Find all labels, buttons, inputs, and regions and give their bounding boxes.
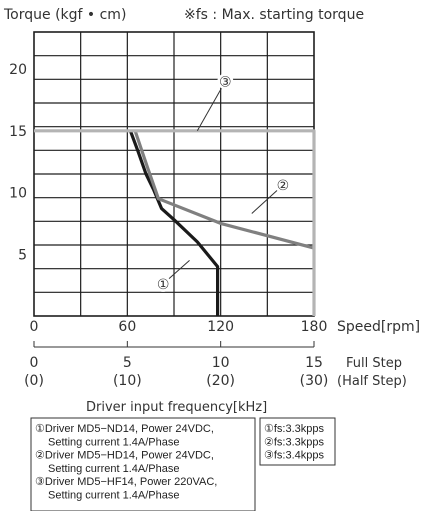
half-step-label: (Half Step) xyxy=(337,374,407,389)
series-line-2 xyxy=(133,130,315,250)
full-step-tick-label: 15 xyxy=(305,355,323,371)
callout-label-1: ① xyxy=(157,277,170,293)
x-tick-label: 0 xyxy=(30,319,39,335)
callout-label-3: ③ xyxy=(219,74,232,90)
series-group xyxy=(34,129,316,316)
full-step-tick-label: 10 xyxy=(212,355,230,371)
driver-legend: ①Driver MD5−ND14, Power 24VDC,Setting cu… xyxy=(35,423,217,502)
half-step-tick-label: (10) xyxy=(113,373,142,389)
callout-leader-3 xyxy=(196,81,226,132)
full-step-label: Full Step xyxy=(346,356,402,371)
fs-legend-line: ③fs:3.4kpps xyxy=(264,450,325,462)
fs-note: ※fs : Max. starting torque xyxy=(184,7,364,23)
plot-grid xyxy=(33,31,315,317)
fs-legend-line: ②fs:3.3kpps xyxy=(264,436,325,448)
callout-backdrop-1 xyxy=(155,275,172,292)
x-axis-title: Speed[rpm] xyxy=(337,319,420,335)
driver-legend-line: Setting current 1.4A/Phase xyxy=(48,436,179,448)
driver-legend-box xyxy=(30,417,256,511)
driver-legend-line: Setting current 1.4A/Phase xyxy=(48,463,179,475)
callout-backdrop-2 xyxy=(274,177,291,194)
driver-legend-line: ②Driver MD5−HD14, Power 24VDC, xyxy=(35,450,214,462)
fs-legend-box xyxy=(259,417,336,466)
full-step-tick-label: 0 xyxy=(30,355,39,371)
full-step-tick-label: 5 xyxy=(123,355,132,371)
fs-legend-line: ①fs:3.3kpps xyxy=(264,423,325,435)
series-callouts: ① ② ③ xyxy=(155,73,291,293)
y-tick-label: 5 xyxy=(18,247,27,263)
y-tick-label: 10 xyxy=(9,186,27,202)
half-step-tick-label: (0) xyxy=(24,373,44,389)
callout-backdrop-3 xyxy=(217,73,234,90)
driver-legend-line: ①Driver MD5−ND14, Power 24VDC, xyxy=(35,423,214,435)
x-tick-label: 120 xyxy=(207,319,234,335)
driver-legend-line: ③Driver MD5−HF14, Power 220VAC, xyxy=(35,476,217,488)
frequency-axis-title: Driver input frequency[kHz] xyxy=(86,400,267,415)
axis-ticks: 0 60 120 180 5 10 15 20 xyxy=(9,62,327,335)
y-axis-title: Torque (kgf • cm) xyxy=(3,7,126,23)
x-tick-label: 60 xyxy=(118,319,136,335)
half-step-tick-label: (30) xyxy=(300,373,329,389)
frequency-axis: 0 (0) 5 (10) 10 (20) 15 (30) xyxy=(24,341,328,389)
y-tick-label: 15 xyxy=(9,124,27,140)
x-tick-label: 180 xyxy=(301,319,328,335)
half-step-tick-label: (20) xyxy=(206,373,235,389)
driver-legend-line: Setting current 1.4A/Phase xyxy=(48,490,179,502)
series-line-3 xyxy=(34,129,316,316)
y-tick-label: 20 xyxy=(9,62,27,78)
callout-label-2: ② xyxy=(277,178,290,194)
series-line-1 xyxy=(128,130,220,316)
